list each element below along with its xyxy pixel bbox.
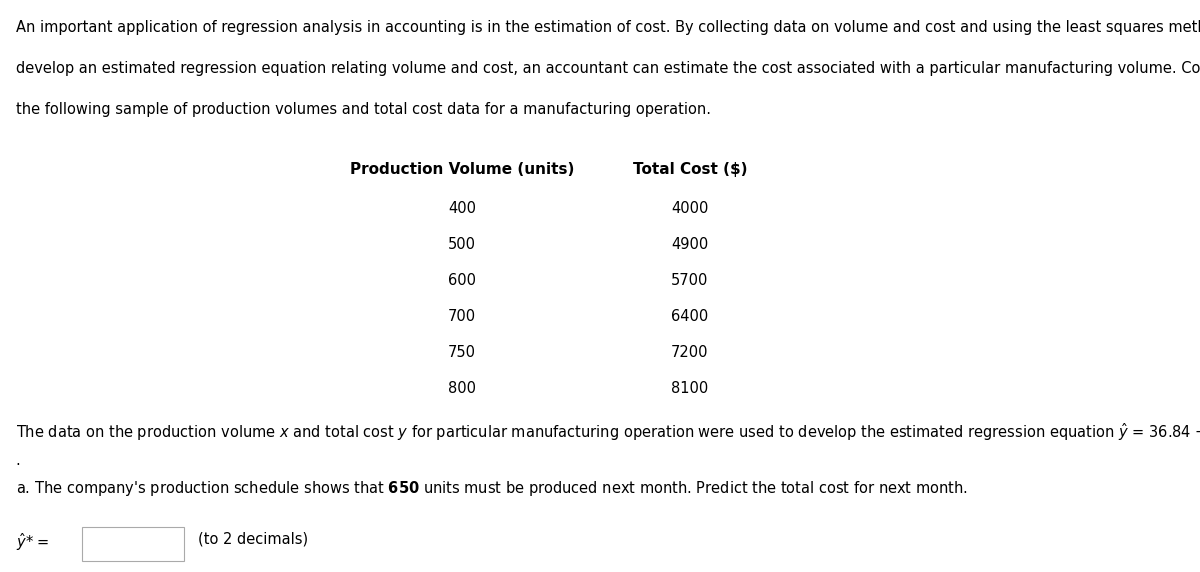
Text: 750: 750 [448,345,476,360]
Text: $\hat{y}$* =: $\hat{y}$* = [16,531,49,553]
FancyBboxPatch shape [82,527,184,561]
Text: 4900: 4900 [671,237,709,252]
Text: .: . [16,453,20,468]
Text: 7200: 7200 [671,345,709,360]
Text: 700: 700 [448,309,476,324]
Text: 8100: 8100 [671,381,709,396]
Text: Total Cost ($): Total Cost ($) [632,162,748,177]
Text: 800: 800 [448,381,476,396]
Text: 500: 500 [448,237,476,252]
Text: The data on the production volume $x$ and total cost $y$ for particular manufact: The data on the production volume $x$ an… [16,422,1200,443]
Text: the following sample of production volumes and total cost data for a manufacturi: the following sample of production volum… [16,102,710,117]
Text: 6400: 6400 [671,309,709,324]
Text: 5700: 5700 [671,273,709,288]
Text: a. The company's production schedule shows that $\mathbf{650}$ units must be pro: a. The company's production schedule sho… [16,479,967,498]
Text: 400: 400 [448,201,476,216]
Text: 600: 600 [448,273,476,288]
Text: develop an estimated regression equation relating volume and cost, an accountant: develop an estimated regression equation… [16,61,1200,76]
Text: Production Volume (units): Production Volume (units) [350,162,574,177]
Text: (to 2 decimals): (to 2 decimals) [198,531,308,546]
Text: 4000: 4000 [671,201,709,216]
Text: An important application of regression analysis in accounting is in the estimati: An important application of regression a… [16,20,1200,35]
